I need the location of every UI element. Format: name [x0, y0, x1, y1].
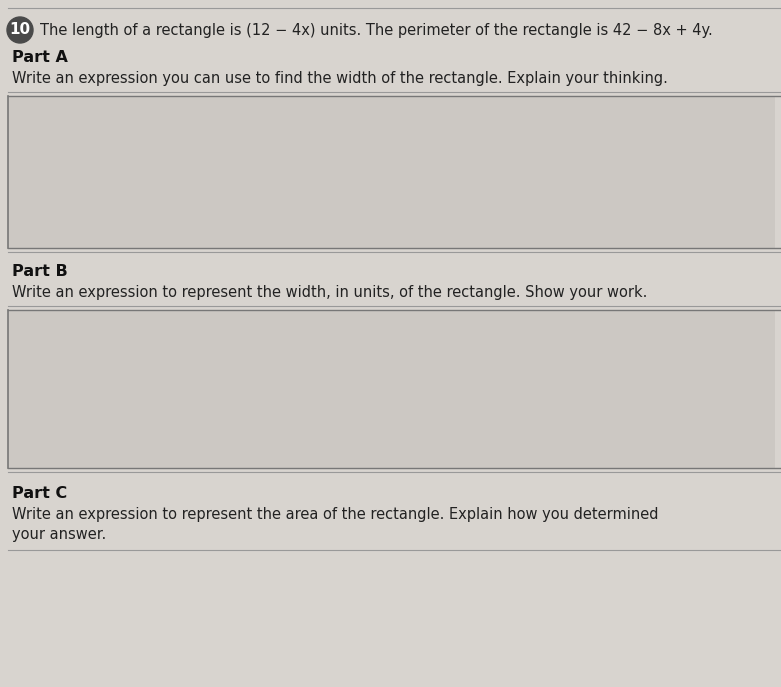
- Text: Part C: Part C: [12, 486, 67, 502]
- Text: Write an expression to represent the area of the rectangle. Explain how you dete: Write an expression to represent the are…: [12, 506, 658, 521]
- Text: Write an expression you can use to find the width of the rectangle. Explain your: Write an expression you can use to find …: [12, 71, 668, 85]
- Text: Part B: Part B: [12, 264, 68, 280]
- Text: your answer.: your answer.: [12, 526, 106, 541]
- Text: The length of a rectangle is (12 − 4x) units. The perimeter of the rectangle is : The length of a rectangle is (12 − 4x) u…: [40, 23, 713, 38]
- Bar: [8, 310, 775, 468]
- Circle shape: [7, 17, 33, 43]
- Text: Write an expression to represent the width, in units, of the rectangle. Show you: Write an expression to represent the wid…: [12, 284, 647, 300]
- Text: 10: 10: [9, 23, 30, 38]
- Bar: [8, 96, 775, 248]
- Text: Part A: Part A: [12, 51, 68, 65]
